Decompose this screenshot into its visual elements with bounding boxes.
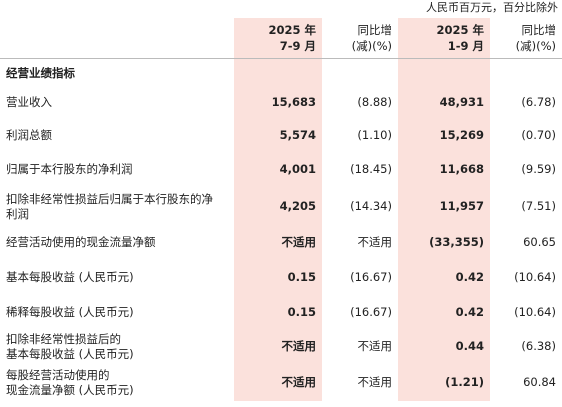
cell	[398, 58, 490, 87]
unit-note: 人民币百万元，百分比除外	[426, 1, 558, 14]
header-cell	[0, 18, 234, 59]
data-row: 每股经营活动使用的 现金流量净额 (人民币元) 不适用 不适用 (1.21) 60.84	[0, 364, 562, 401]
header-cell: 同比增 (减)(%)	[322, 18, 398, 59]
data-row: 扣除非经常性损益后归属于本行股东的净 利润 4,205 (14.34) 11,957 (…	[0, 187, 562, 226]
cell: 不适用	[234, 364, 322, 401]
cell: (9.59)	[521, 162, 556, 176]
cell: (1.21)	[398, 364, 490, 401]
row-label: 稀释每股收益 (人民币元)	[6, 304, 134, 319]
section-row: 经营业绩指标	[0, 58, 562, 88]
row-label: 营业收入	[6, 95, 52, 109]
cell: 不适用	[357, 375, 393, 389]
cell: (10.64)	[514, 304, 556, 319]
row-label: 扣除非经常性损益后的 基本每股收益 (人民币元)	[6, 331, 134, 361]
cell: 11,957	[398, 187, 490, 226]
header-cell: 同比增 (减)(%)	[490, 18, 562, 59]
cell: (1.10)	[357, 127, 392, 142]
cell: 11,668	[398, 152, 490, 187]
cell: 60.84	[523, 375, 556, 389]
results-table: 2025 年 7-9 月同比增 (减)(%) 2025 年 1-9 月同比增 (减…	[0, 18, 562, 401]
data-row: 归属于本行股东的净利润 4,001 (18.45) 11,668 (9.59)	[0, 152, 562, 187]
cell: 60.65	[523, 235, 556, 249]
row-label: 经营活动使用的现金流量净额	[6, 235, 156, 249]
cell: (7.51)	[521, 199, 556, 213]
data-row: 稀释每股收益 (人民币元) 0.15 (16.67) 0.42 (10.64)	[0, 295, 562, 329]
cell: 48,931	[398, 87, 490, 118]
cell: 15,269	[398, 118, 490, 152]
table-body: 经营业绩指标 营业收入 15,683 (8.88) 48,931 (6.78) 利润总额 5,…	[0, 58, 562, 401]
cell: 0.15	[234, 259, 322, 295]
data-row: 营业收入 15,683 (8.88) 48,931 (6.78)	[0, 87, 562, 118]
cell: (0.70)	[521, 127, 556, 142]
cell: (6.38)	[521, 339, 556, 353]
cell: 4,001	[234, 152, 322, 187]
cell: 5,574	[234, 118, 322, 152]
cell: (10.64)	[514, 269, 556, 284]
section-title: 经营业绩指标	[6, 65, 75, 80]
cell: 0.42	[398, 259, 490, 295]
cell: (8.88)	[357, 95, 392, 109]
cell	[234, 58, 322, 87]
cell: (16.67)	[350, 304, 392, 319]
cell: 15,683	[234, 87, 322, 118]
cell: 0.15	[234, 295, 322, 329]
data-row: 经营活动使用的现金流量净额 不适用 不适用 (33,355) 60.65	[0, 226, 562, 259]
cell	[490, 59, 562, 88]
cell: (33,355)	[398, 226, 490, 259]
cell: (14.34)	[350, 199, 392, 213]
row-label: 利润总额	[6, 127, 52, 142]
cell: 0.44	[398, 329, 490, 364]
row-label: 基本每股收益 (人民币元)	[6, 269, 134, 284]
cell: (16.67)	[350, 269, 392, 284]
row-label: 扣除非经常性损益后归属于本行股东的净 利润	[6, 191, 213, 221]
header-cell: 2025 年 1-9 月	[398, 18, 490, 59]
row-label: 每股经营活动使用的 现金流量净额 (人民币元)	[6, 367, 134, 397]
cell: 不适用	[357, 339, 393, 353]
header-row: 2025 年 7-9 月同比增 (减)(%) 2025 年 1-9 月同比增 (减…	[0, 18, 562, 59]
cell: 不适用	[234, 329, 322, 364]
cell: (18.45)	[350, 162, 392, 176]
cell: 不适用	[234, 226, 322, 259]
header-cell: 2025 年 7-9 月	[234, 18, 322, 59]
cell: 0.42	[398, 295, 490, 329]
data-row: 扣除非经常性损益后的 基本每股收益 (人民币元) 不适用 不适用 0.44 (6.38)	[0, 329, 562, 364]
data-row: 利润总额 5,574 (1.10) 15,269 (0.70)	[0, 118, 562, 152]
cell: (6.78)	[521, 95, 556, 109]
cell: 不适用	[357, 235, 393, 249]
row-label: 归属于本行股东的净利润	[6, 162, 133, 176]
cell: 4,205	[234, 187, 322, 226]
cell	[322, 59, 398, 88]
data-row: 基本每股收益 (人民币元) 0.15 (16.67) 0.42 (10.64)	[0, 259, 562, 295]
